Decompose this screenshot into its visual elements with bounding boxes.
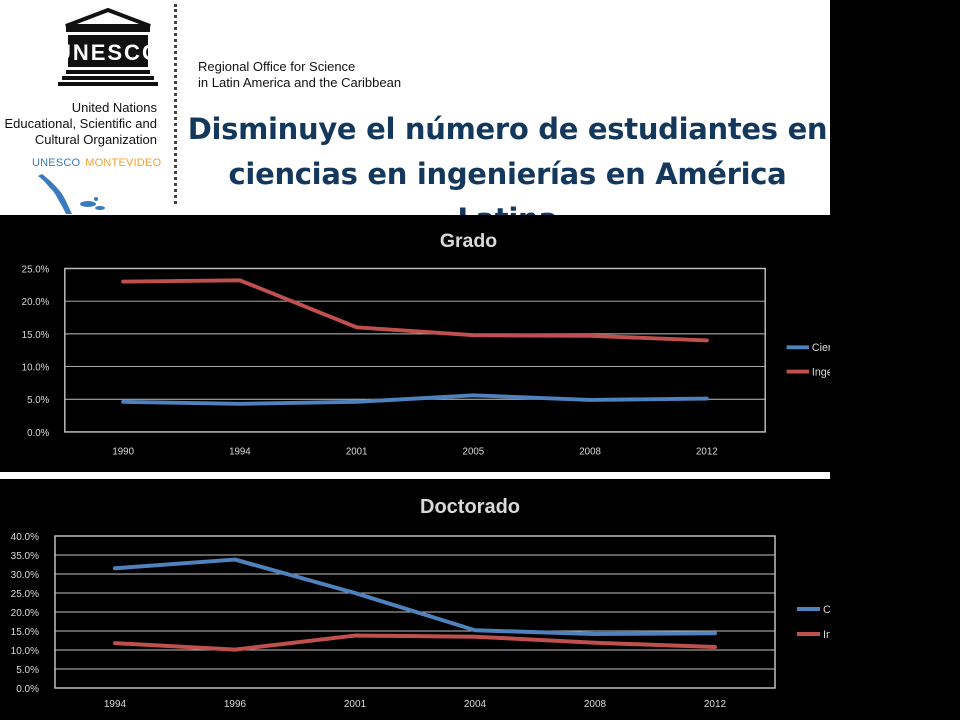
y-tick-label: 35.0% — [11, 551, 39, 562]
y-tick-label: 40.0% — [11, 532, 39, 543]
chart-separator — [0, 472, 830, 479]
y-tick-label: 15.0% — [11, 627, 39, 638]
y-tick-label: 0.0% — [27, 428, 50, 439]
x-tick-label: 2008 — [579, 446, 601, 457]
y-tick-label: 5.0% — [16, 665, 39, 676]
y-tick-label: 5.0% — [27, 395, 50, 406]
x-tick-label: 2008 — [584, 699, 607, 710]
doctorado-chart: Doctorado 0.0% 5.0% 10.0% 15.0% 20.0% 25.0% 30.… — [0, 481, 830, 720]
plot-area — [64, 267, 766, 433]
x-tick-label: 2005 — [463, 446, 485, 457]
y-tick-label: 0.0% — [16, 684, 39, 695]
legend-label: Ingeniería y tecnología — [812, 367, 830, 379]
series-line — [113, 633, 717, 652]
y-tick-label: 25.0% — [22, 264, 50, 275]
slide-title: Disminuye el número de estudiantes en ci… — [187, 112, 828, 236]
series-line — [113, 557, 717, 637]
y-tick-label: 15.0% — [22, 330, 50, 341]
legend-label: Ciencias Naturales — [812, 342, 830, 354]
montevideo-tag-text: MONTEVIDEO — [85, 157, 162, 169]
x-tick-label: 1990 — [112, 446, 134, 457]
unesco-temple-logo-icon: UNESCO — [58, 8, 158, 86]
x-tick-label: 2012 — [704, 699, 727, 710]
chart-title: Doctorado — [420, 496, 520, 518]
unesco-tag-text: UNESCO — [32, 157, 81, 169]
organization-name: United Nations Educational, Scientific a… — [4, 100, 157, 147]
x-tick-label: 2001 — [346, 446, 368, 457]
y-tick-label: 25.0% — [11, 589, 39, 600]
x-tick-label: 2001 — [344, 699, 367, 710]
grado-chart: Grado 0.0% 5.0% 10.0% 15.0% 20.0% 25.0% 1990 199… — [0, 215, 830, 465]
x-tick-label: 2004 — [464, 699, 487, 710]
x-tick-label: 1994 — [229, 446, 251, 457]
x-tick-label: 2012 — [696, 446, 718, 457]
latin-america-map-icon — [38, 174, 105, 214]
x-tick-label: 1994 — [104, 699, 127, 710]
y-tick-label: 20.0% — [22, 297, 50, 308]
y-tick-label: 30.0% — [11, 570, 39, 581]
logo-text: UNESCO — [58, 40, 158, 65]
y-tick-label: 10.0% — [11, 646, 39, 657]
unesco-montevideo-tag: UNESCO MONTEVIDEO — [32, 157, 161, 169]
legend-label: Ingeniería y tecnología — [823, 629, 830, 641]
regional-office-label: Regional Office for Science in Latin Ame… — [198, 59, 402, 90]
chart-title: Grado — [440, 230, 497, 252]
legend-label: Ciencias Naturales — [823, 604, 830, 616]
header-panel: UNESCO United Nations Educational, Scien… — [0, 0, 830, 236]
y-tick-label: 10.0% — [22, 362, 50, 373]
y-tick-label: 20.0% — [11, 608, 39, 619]
series-line — [121, 393, 709, 406]
series-line — [121, 278, 709, 343]
dotted-divider — [174, 4, 177, 204]
x-tick-label: 1996 — [224, 699, 247, 710]
